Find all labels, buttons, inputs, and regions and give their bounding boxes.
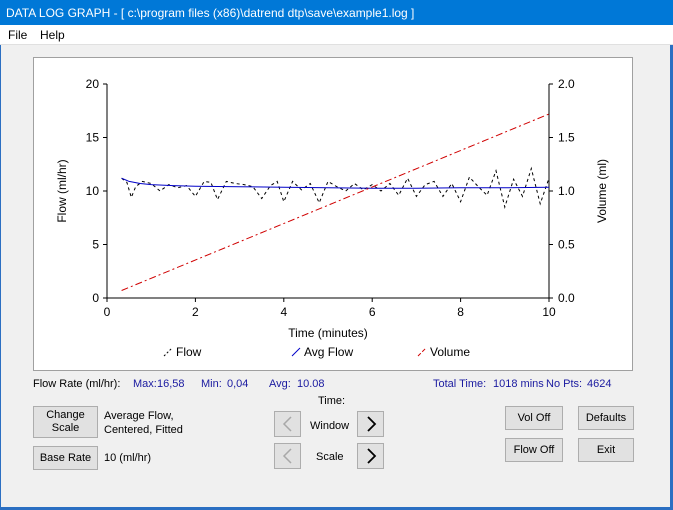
change-scale-button[interactable]: Change Scale — [33, 406, 98, 438]
no-pts-value: 4624 — [587, 378, 612, 390]
menu-help[interactable]: Help — [40, 28, 65, 42]
legend-label: Volume — [430, 345, 470, 359]
scale-label: Scale — [316, 451, 344, 463]
scale-increase-button[interactable] — [357, 443, 384, 469]
window-border-right — [670, 45, 673, 510]
flow-chart: 0 2 4 6 8 10 0 5 10 15 20 0.0 0.5 1.0 1.5 2.0 Time (minu… — [55, 77, 609, 359]
window-decrease-button[interactable] — [274, 411, 301, 437]
flow-off-button[interactable]: Flow Off — [505, 438, 563, 462]
total-time-label: Total Time: — [433, 378, 487, 390]
window-border-left — [0, 45, 1, 510]
chevron-right-icon — [366, 448, 376, 464]
y-tick-label: 0 — [92, 291, 99, 305]
flow-off-label: Flow Off — [513, 443, 555, 456]
x-axis-label: Time (minutes) — [288, 326, 368, 340]
avg-label: Avg: — [269, 378, 291, 390]
y2-axis-label: Volume (ml) — [595, 159, 609, 223]
min-value: 0,04 — [227, 378, 249, 390]
vol-off-label: Vol Off — [517, 411, 551, 424]
window-title: DATA LOG GRAPH - [ c:\program files (x86… — [6, 6, 415, 20]
change-scale-label-line1: Change — [46, 409, 85, 421]
y-axis-label: Flow (ml/hr) — [55, 159, 69, 222]
series-line-volume — [121, 113, 550, 291]
min-label: Min: — [201, 378, 222, 390]
change-scale-label-line2: Scale — [51, 422, 80, 434]
avg-value: 10.08 — [297, 378, 325, 390]
base-rate-value: 10 (ml/hr) — [104, 452, 152, 464]
y-tick-label: 10 — [86, 184, 100, 198]
y-tick-label: 15 — [86, 131, 100, 145]
y2-tick-label: 1.0 — [558, 184, 575, 198]
window-increase-button[interactable] — [357, 411, 384, 437]
x-tick-label: 8 — [457, 305, 464, 319]
exit-label: Exit — [596, 443, 616, 456]
legend-swatch — [291, 347, 301, 357]
max-value: 16,58 — [157, 378, 185, 390]
menu-bar: File Help — [0, 25, 673, 45]
y-tick-label: 5 — [92, 238, 99, 252]
no-pts-label: No Pts: — [546, 378, 583, 390]
chevron-left-icon — [282, 416, 292, 432]
legend-swatch — [417, 347, 427, 357]
window-title-bar[interactable]: DATA LOG GRAPH - [ c:\program files (x86… — [0, 0, 673, 25]
exit-button[interactable]: Exit — [578, 438, 634, 462]
x-tick-label: 6 — [369, 305, 376, 319]
x-tick-label: 0 — [104, 305, 111, 319]
legend-swatch — [163, 347, 173, 357]
time-label: Time: — [318, 395, 346, 407]
x-tick-label: 4 — [280, 305, 287, 319]
x-tick-label: 10 — [542, 305, 556, 319]
window-border-bottom — [0, 507, 673, 510]
y2-tick-label: 1.5 — [558, 131, 575, 145]
x-tick-label: 2 — [192, 305, 199, 319]
y2-tick-label: 2.0 — [558, 77, 575, 91]
y2-tick-label: 0.5 — [558, 238, 575, 252]
avg-flow-description-line2: Centered, Fitted — [104, 424, 183, 436]
avg-flow-description-line1: Average Flow, — [104, 410, 174, 422]
series-line-avg-flow — [121, 177, 550, 189]
window-label: Window — [310, 420, 350, 432]
base-rate-button-label: Base Rate — [39, 451, 92, 464]
flow-rate-label: Flow Rate (ml/hr): — [33, 378, 121, 390]
defaults-label: Defaults — [585, 411, 627, 424]
vol-off-button[interactable]: Vol Off — [505, 406, 563, 430]
legend-label: Avg Flow — [304, 345, 353, 359]
y2-tick-label: 0.0 — [558, 291, 575, 305]
scale-decrease-button[interactable] — [274, 443, 301, 469]
defaults-button[interactable]: Defaults — [578, 406, 634, 430]
y-tick-label: 20 — [86, 77, 100, 91]
legend-label: Flow — [176, 345, 202, 359]
chart-panel: 0 2 4 6 8 10 0 5 10 15 20 0.0 0.5 1.0 1.5 2.0 Time (minu… — [33, 57, 633, 371]
menu-file[interactable]: File — [8, 28, 28, 42]
chevron-right-icon — [366, 416, 376, 432]
base-rate-button[interactable]: Base Rate — [33, 446, 98, 470]
max-label: Max: — [133, 378, 157, 390]
chevron-left-icon — [282, 448, 292, 464]
total-time-value: 1018 mins — [493, 378, 544, 390]
